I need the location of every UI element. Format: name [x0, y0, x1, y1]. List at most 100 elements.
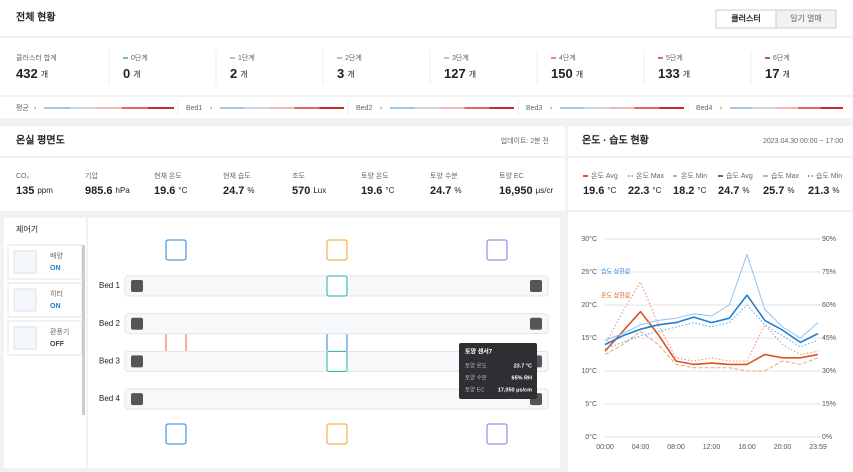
sensor[interactable]	[131, 355, 143, 368]
value-unit: 개	[133, 69, 140, 79]
stage-strip	[820, 107, 843, 109]
value-unit: 개	[469, 69, 476, 79]
tooltip-label: 토양 EC	[465, 385, 484, 393]
sensor-label: 조도	[292, 172, 305, 180]
value-unit: 개	[347, 69, 354, 79]
value-number: 24.7	[718, 185, 739, 197]
tooltip-label: 토양 수분	[465, 373, 487, 381]
scrollbar	[82, 245, 85, 415]
value-number: 24.7	[430, 185, 451, 197]
sensor[interactable]	[131, 393, 143, 406]
page-title: 전체 현황	[16, 11, 56, 24]
y2-tick-label: 90%	[822, 236, 836, 243]
sensor[interactable]	[530, 317, 542, 330]
value-unit: °C	[607, 186, 616, 195]
sensor[interactable]	[131, 280, 143, 292]
value-number: 127	[444, 66, 466, 81]
y-tick-label: 10°C	[581, 367, 597, 375]
controller-name: 히터	[50, 289, 63, 298]
range: 2023.04.30 00:00 ~ 17:00	[763, 138, 843, 145]
bed[interactable]	[124, 388, 549, 410]
series-line	[604, 253, 819, 341]
value-unit: °C	[178, 186, 187, 195]
value: 127 개	[444, 66, 476, 81]
bed-link[interactable]: 평균	[16, 103, 29, 112]
value: 985.6 hPa	[85, 185, 130, 197]
value-number: 24.7	[223, 185, 244, 197]
stage-strip	[390, 107, 415, 109]
device-icon	[326, 423, 348, 445]
x-tick-label: 23:59	[809, 444, 827, 451]
bed-link[interactable]: Bed3	[526, 105, 542, 112]
tab-label[interactable]: 클러스터	[731, 13, 760, 23]
value-number: 25.7	[763, 185, 784, 197]
value-number: 432	[16, 66, 38, 81]
device-icon	[326, 239, 348, 261]
tab-label[interactable]: 일기 열매	[790, 14, 822, 23]
tooltip-label: 토양 온도	[465, 361, 487, 369]
value-number: 19.6	[154, 185, 175, 197]
summary-label: 0단계	[131, 53, 148, 62]
controller-state: OFF	[50, 341, 65, 348]
bed-label: Bed 1	[99, 281, 120, 290]
y2-tick-label: 30%	[822, 368, 836, 375]
bed-link[interactable]: Bed2	[356, 105, 372, 112]
controller-state: ON	[50, 303, 61, 310]
stage-strip	[122, 107, 148, 109]
stage-strip	[489, 107, 514, 109]
bed-link[interactable]: Bed4	[696, 105, 712, 112]
stage-strip	[775, 107, 798, 109]
chevron: ›	[720, 105, 723, 112]
value-unit: %	[454, 186, 461, 195]
stage-strip	[70, 107, 96, 109]
value-unit: 개	[683, 69, 690, 79]
stage-strip	[464, 107, 490, 109]
y2-tick-label: 60%	[822, 302, 836, 309]
stage-strip	[730, 107, 753, 109]
legend-label: 온도 Min	[681, 172, 707, 180]
summary-label: 6단계	[773, 53, 790, 62]
gap	[0, 118, 853, 126]
controller-icon	[13, 326, 37, 350]
value: 570 Lux	[292, 185, 326, 197]
bed-label: Bed 2	[99, 319, 120, 328]
value: 24.7%	[430, 185, 462, 197]
sensor[interactable]	[530, 280, 542, 292]
heater-icon	[165, 332, 187, 354]
value-number: 135	[16, 185, 34, 197]
bed[interactable]	[124, 313, 549, 335]
stage-strip	[414, 107, 440, 109]
section-title: 온도 · 습도 현황	[582, 134, 650, 147]
bed-link[interactable]: Bed1	[186, 105, 202, 112]
legend-label: 온도 Max	[636, 172, 665, 180]
controller-title: 제어기	[16, 224, 38, 234]
legend-label: 습도 Avg	[726, 171, 753, 180]
controller-name: 환풍기	[50, 327, 69, 336]
stage-strip	[634, 107, 660, 109]
value: 22.3 °C	[628, 185, 662, 197]
value-number: 22.3	[628, 185, 649, 197]
value-number: 16,950	[499, 185, 533, 197]
value-number: 0	[123, 66, 130, 81]
sensor[interactable]	[131, 317, 143, 330]
value: 150 개	[551, 66, 583, 81]
updated: 업데이트: 2분 전	[501, 136, 549, 145]
tooltip	[459, 343, 537, 399]
value-unit: °C	[652, 186, 661, 195]
x-tick-label: 20:00	[774, 444, 792, 451]
summary-label: 5단계	[666, 53, 683, 62]
value-unit: °C	[697, 186, 706, 195]
tab[interactable]	[775, 9, 837, 29]
value-unit: 개	[576, 69, 583, 79]
y-tick-label: 30°C	[581, 235, 597, 243]
annotation: 습도 상한값	[601, 268, 631, 276]
x-tick-label: 16:00	[738, 444, 756, 451]
value: 432 개	[16, 66, 48, 81]
value-unit: °C	[385, 186, 394, 195]
device-icon	[165, 239, 187, 261]
summary-label: 2단계	[345, 53, 362, 62]
value-unit: %	[832, 186, 839, 195]
chevron: ›	[210, 105, 213, 112]
